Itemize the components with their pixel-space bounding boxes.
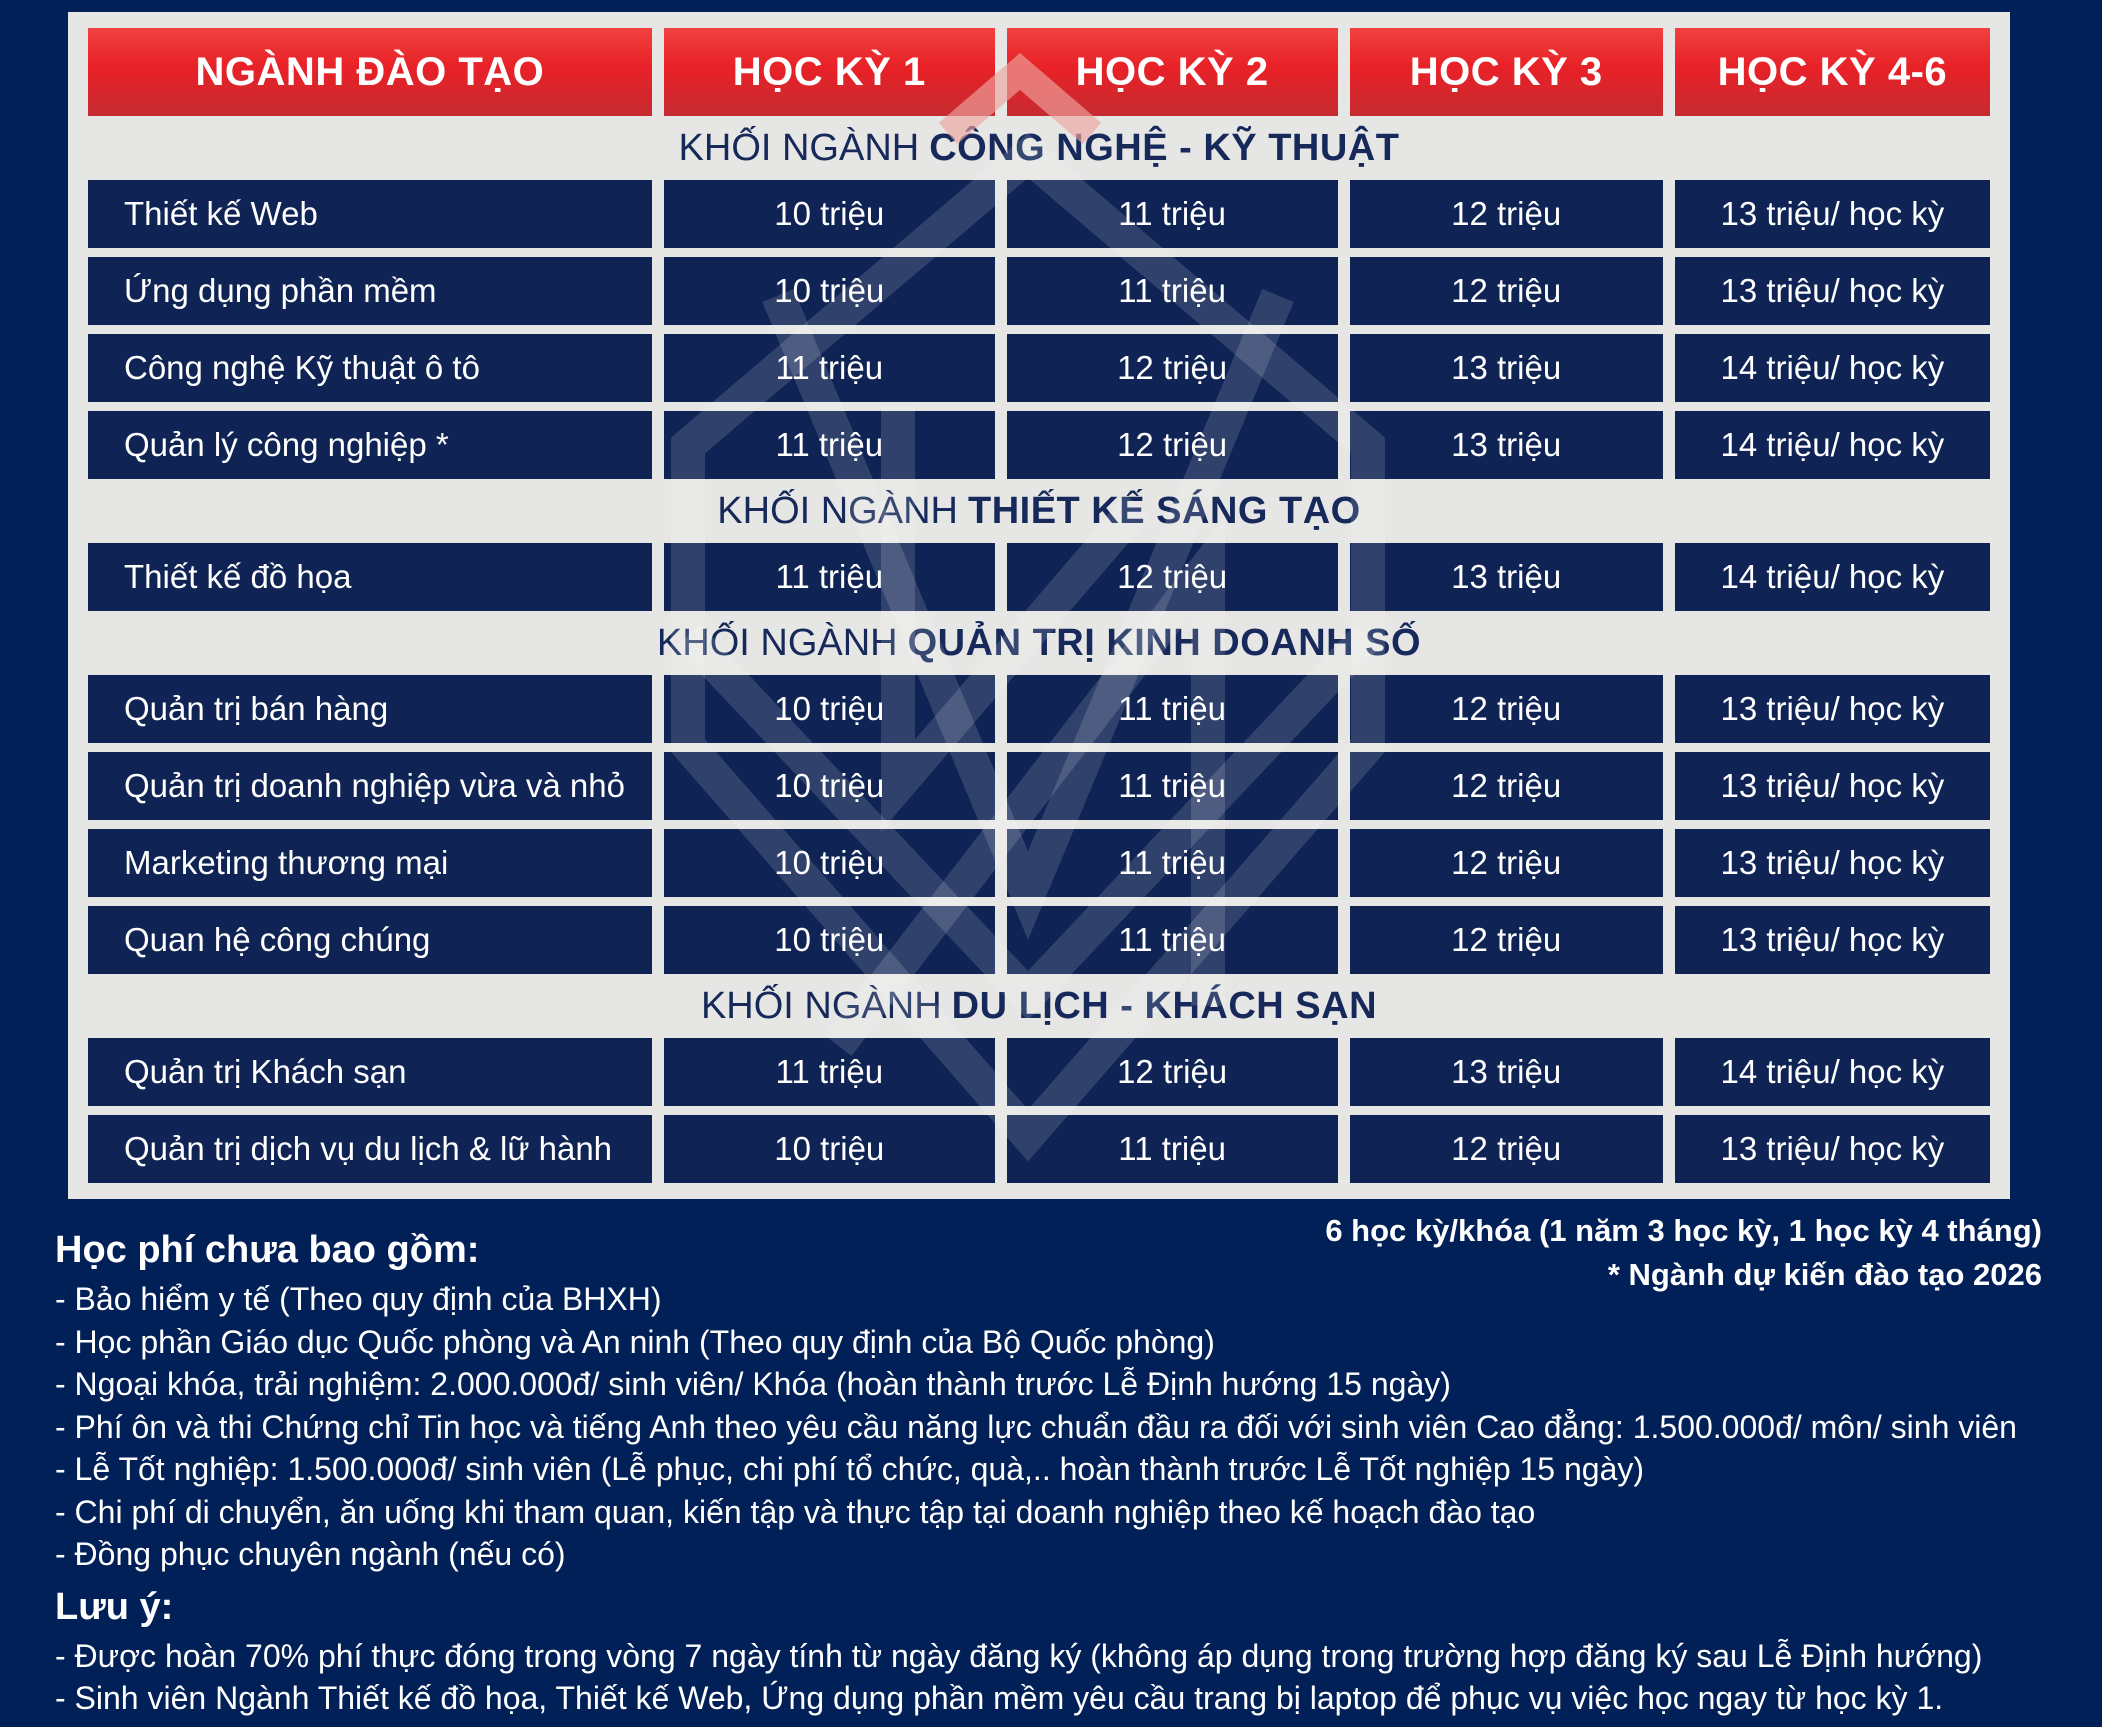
fee-sem4-6: 13 triệu/ học kỳ — [1674, 829, 1990, 897]
major-name: Quan hệ công chúng — [88, 906, 652, 974]
major-name: Quản lý công nghiệp * — [88, 411, 652, 479]
fees-excluded-item: - Phí ôn và thi Chứng chỉ Tin học và tiế… — [55, 1408, 2017, 1445]
section-title-prefix: KHỐI NGÀNH — [656, 621, 898, 664]
fee-sem1: 10 triệu — [663, 752, 995, 820]
fee-sem3: 12 triệu — [1349, 752, 1663, 820]
major-name: Thiết kế Web — [88, 180, 652, 248]
section-title-cong-nghe-ky-thuat: KHỐI NGÀNH CÔNG NGHỆ - KỸ THUẬT — [88, 125, 1990, 171]
attention-item: - Sinh viên Ngành Thiết kế đồ họa, Thiết… — [55, 1680, 1944, 1717]
fee-sem3: 12 triệu — [1349, 1115, 1663, 1183]
fee-sem1: 10 triệu — [663, 1115, 995, 1183]
fee-sem1: 11 triệu — [663, 543, 995, 611]
major-name: Marketing thương mại — [88, 829, 652, 897]
fee-sem3: 12 triệu — [1349, 257, 1663, 325]
fee-sem4-6: 14 triệu/ học kỳ — [1674, 1038, 1990, 1106]
fees-excluded-item: - Bảo hiểm y tế (Theo quy định của BHXH) — [55, 1281, 662, 1317]
section-title-thiet-ke-sang-tao: KHỐI NGÀNH THIẾT KẾ SÁNG TẠO — [88, 488, 1990, 534]
section-title-quan-tri-kinh-doanh-so: KHỐI NGÀNH QUẢN TRỊ KINH DOANH SỐ — [88, 620, 1990, 666]
attention-heading: Lưu ý: — [55, 1585, 174, 1628]
note-planned-major-2026: * Ngành dự kiến đào tạo 2026 — [1607, 1257, 2042, 1293]
column-header-sem3: HỌC KỲ 3 — [1349, 28, 1663, 116]
fee-sem2: 11 triệu — [1006, 675, 1338, 743]
section-title-prefix: KHỐI NGÀNH — [678, 126, 920, 169]
column-header-major: NGÀNH ĐÀO TẠO — [88, 28, 652, 116]
major-name: Thiết kế đồ họa — [88, 543, 652, 611]
fees-excluded-item: - Lễ Tốt nghiệp: 1.500.000đ/ sinh viên (… — [55, 1451, 1645, 1488]
fee-sem1: 11 triệu — [663, 1038, 995, 1106]
section-title-main: THIẾT KẾ SÁNG TẠO — [967, 489, 1361, 532]
fee-sem3: 13 triệu — [1349, 334, 1663, 402]
fees-excluded-item: - Chi phí di chuyển, ăn uống khi tham qu… — [55, 1493, 1536, 1530]
section-title-main: DU LỊCH - KHÁCH SẠN — [951, 984, 1378, 1027]
section-title-du-lich-khach-san: KHỐI NGÀNH DU LỊCH - KHÁCH SẠN — [88, 983, 1990, 1029]
attention-item: - Được hoàn 70% phí thực đóng trong vòng… — [55, 1637, 1983, 1674]
fee-sem3: 12 triệu — [1349, 829, 1663, 897]
major-name: Công nghệ Kỹ thuật ô tô — [88, 334, 652, 402]
table-surface: NGÀNH ĐÀO TẠO HỌC KỲ 1 HỌC KỲ 2 HỌC KỲ 3… — [68, 12, 2010, 1199]
column-header-sem1: HỌC KỲ 1 — [663, 28, 995, 116]
fees-excluded-heading: Học phí chưa bao gồm: — [55, 1229, 480, 1271]
fee-sem2: 11 triệu — [1006, 829, 1338, 897]
section-title-prefix: KHỐI NGÀNH — [717, 489, 958, 532]
major-name: Quản trị Khách sạn — [88, 1038, 652, 1106]
tuition-table: NGÀNH ĐÀO TẠO HỌC KỲ 1 HỌC KỲ 2 HỌC KỲ 3… — [88, 28, 1990, 1183]
fee-sem1: 10 triệu — [663, 675, 995, 743]
fee-sem1: 11 triệu — [663, 411, 995, 479]
fee-sem2: 12 triệu — [1006, 334, 1338, 402]
fee-sem2: 11 triệu — [1006, 752, 1338, 820]
section-title-main: CÔNG NGHỆ - KỸ THUẬT — [929, 126, 1400, 169]
major-name: Ứng dụng phần mềm — [88, 257, 652, 325]
fee-sem4-6: 13 triệu/ học kỳ — [1674, 1115, 1990, 1183]
major-name: Quản trị doanh nghiệp vừa và nhỏ — [88, 752, 652, 820]
fee-sem3: 13 triệu — [1349, 411, 1663, 479]
fee-sem2: 11 triệu — [1006, 257, 1338, 325]
fee-sem3: 12 triệu — [1349, 906, 1663, 974]
fee-sem2: 11 triệu — [1006, 906, 1338, 974]
fee-sem4-6: 13 triệu/ học kỳ — [1674, 675, 1990, 743]
fee-sem3: 13 triệu — [1349, 543, 1663, 611]
major-name: Quản trị bán hàng — [88, 675, 652, 743]
fee-sem2: 12 triệu — [1006, 543, 1338, 611]
fee-sem2: 11 triệu — [1006, 1115, 1338, 1183]
semester-structure-note: 6 học kỳ/khóa (1 năm 3 học kỳ, 1 học kỳ … — [1325, 1209, 2042, 1297]
fee-sem1: 11 triệu — [663, 334, 995, 402]
fee-sem3: 12 triệu — [1349, 180, 1663, 248]
fee-sem1: 10 triệu — [663, 906, 995, 974]
fee-sem1: 10 triệu — [663, 829, 995, 897]
fees-excluded-item: - Học phần Giáo dục Quốc phòng và An nin… — [55, 1323, 1215, 1360]
fee-sem4-6: 14 triệu/ học kỳ — [1674, 411, 1990, 479]
fee-sem2: 11 triệu — [1006, 180, 1338, 248]
fee-sem4-6: 14 triệu/ học kỳ — [1674, 334, 1990, 402]
fee-sem2: 12 triệu — [1006, 411, 1338, 479]
fee-sem4-6: 13 triệu/ học kỳ — [1674, 257, 1990, 325]
fee-sem1: 10 triệu — [663, 180, 995, 248]
footer-notes: 6 học kỳ/khóa (1 năm 3 học kỳ, 1 học kỳ … — [0, 1199, 2102, 1720]
tuition-infographic-page: { "colors": { "page_background": "#01205… — [0, 12, 2102, 1727]
note-semesters-per-course: 6 học kỳ/khóa (1 năm 3 học kỳ, 1 học kỳ … — [1325, 1213, 2042, 1248]
column-header-sem2: HỌC KỲ 2 — [1006, 28, 1338, 116]
fee-sem3: 13 triệu — [1349, 1038, 1663, 1106]
fee-sem3: 12 triệu — [1349, 675, 1663, 743]
fee-sem4-6: 13 triệu/ học kỳ — [1674, 752, 1990, 820]
fee-sem1: 10 triệu — [663, 257, 995, 325]
section-title-prefix: KHỐI NGÀNH — [700, 984, 942, 1027]
column-header-sem4-6: HỌC KỲ 4-6 — [1674, 28, 1990, 116]
fee-sem4-6: 13 triệu/ học kỳ — [1674, 906, 1990, 974]
section-title-main: QUẢN TRỊ KINH DOANH SỐ — [907, 621, 1422, 664]
major-name: Quản trị dịch vụ du lịch & lữ hành — [88, 1115, 652, 1183]
fees-excluded-item: - Đồng phục chuyên ngành (nếu có) — [55, 1536, 566, 1573]
fee-sem2: 12 triệu — [1006, 1038, 1338, 1106]
fees-excluded-item: - Ngoại khóa, trải nghiệm: 2.000.000đ/ s… — [55, 1366, 1451, 1403]
fee-sem4-6: 14 triệu/ học kỳ — [1674, 543, 1990, 611]
fee-sem4-6: 13 triệu/ học kỳ — [1674, 180, 1990, 248]
